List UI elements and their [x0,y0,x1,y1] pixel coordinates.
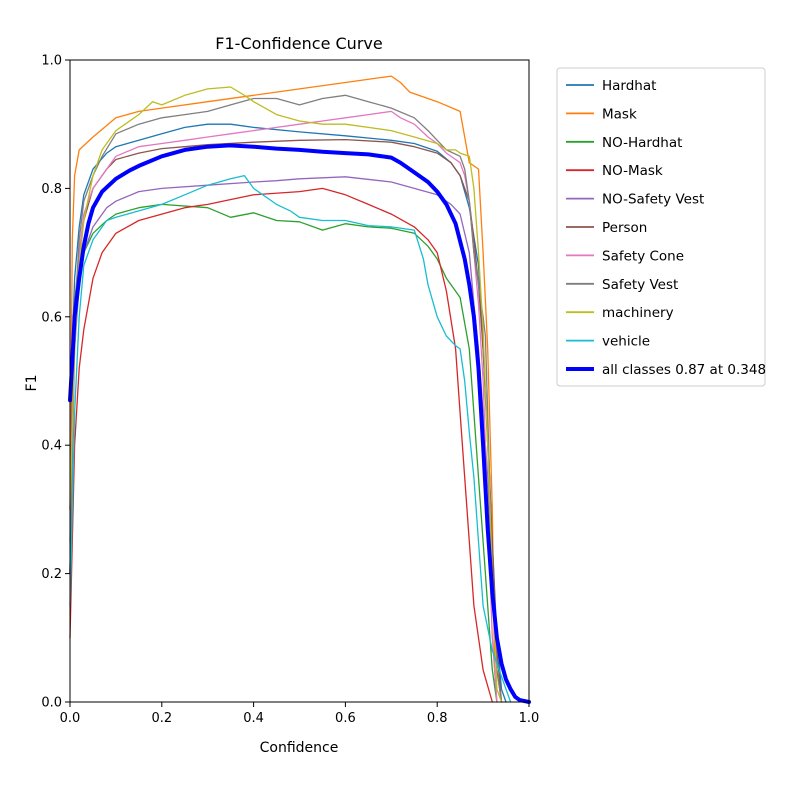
series-line-no-mask [69,187,493,703]
chart-title: F1-Confidence Curve [215,34,382,53]
legend-label-machinery: machinery [602,305,674,321]
x-tick-label: 0.0 [60,711,81,726]
series-line-no-hardhat [69,203,498,703]
y-tick-label: 0.2 [41,567,62,582]
x-axis: 0.0 0.2 0.4 0.6 0.8 1.0 [60,702,540,726]
legend-label-mask: Mask [602,106,637,122]
legend-label-safety-vest: Safety Vest [602,277,678,293]
legend-label-person: Person [602,220,647,236]
legend-label-hardhat: Hardhat [602,78,656,94]
plot-frame [69,59,530,703]
legend-frame [556,67,766,387]
series-line-all-classes-0-87-at-0-348 [68,143,531,704]
y-axis: 0.0 0.2 0.4 0.6 0.8 1.0 [41,54,70,711]
y-tick-label: 0.0 [41,696,62,711]
legend-items: Hardhat Mask NO-Hardhat NO-Mask NO-Safety Ve… [566,78,766,378]
y-tick-label: 0.6 [41,310,62,325]
x-tick-label: 1.0 [519,711,540,726]
legend-label-no-safety-vest: NO-Safety Vest [602,192,704,208]
legend-label-no-hardhat: NO-Hardhat [602,135,682,151]
legend-label-all-classes-0-87-at-0-348: all classes 0.87 at 0.348 [602,362,766,378]
y-axis-label: F1 [24,375,40,392]
y-tick-label: 1.0 [41,54,62,69]
x-tick-label: 0.2 [151,711,172,726]
series-line-mask [69,75,498,703]
legend: Hardhat Mask NO-Hardhat NO-Mask NO-Safety Ve… [556,67,766,387]
y-tick-label: 0.8 [41,182,62,197]
series-line-machinery [69,86,503,703]
legend-label-no-mask: NO-Mask [602,163,663,179]
x-tick-label: 0.4 [243,711,264,726]
legend-label-vehicle: vehicle [602,334,650,350]
x-tick-label: 0.6 [335,711,356,726]
x-tick-label: 0.8 [427,711,448,726]
legend-label-safety-cone: Safety Cone [602,248,684,264]
series-layer [68,75,531,704]
series-line-vehicle [69,174,512,703]
x-axis-label: Confidence [260,740,339,756]
series-line-person [69,138,503,703]
y-tick-label: 0.4 [41,439,62,454]
